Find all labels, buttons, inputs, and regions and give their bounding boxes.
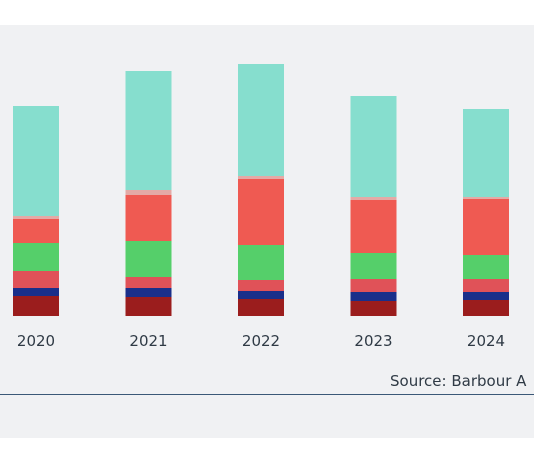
bar-segment-2023-6 xyxy=(350,96,397,197)
bar-segment-2021-4 xyxy=(125,195,172,241)
bar-segment-2021-1 xyxy=(125,288,172,297)
x-tick-label: 2024 xyxy=(467,332,505,350)
bar-segment-2023-3 xyxy=(350,253,397,279)
x-tick-label: 2020 xyxy=(17,332,55,350)
bar-segment-2020-4 xyxy=(13,219,59,243)
bar-segment-2022-3 xyxy=(238,245,284,280)
bar-segment-2020-5 xyxy=(13,216,59,219)
x-tick-label: 2023 xyxy=(354,332,392,350)
bar-segment-2020-1 xyxy=(13,288,59,296)
bar-segment-2024-0 xyxy=(463,300,509,316)
bar-segment-2024-1 xyxy=(463,292,509,300)
bar-segment-2023-0 xyxy=(350,301,397,316)
bar-segment-2022-6 xyxy=(238,64,284,176)
bar-segment-2022-1 xyxy=(238,291,284,299)
bar-segment-2020-3 xyxy=(13,243,59,271)
bar-segment-2021-6 xyxy=(125,71,172,190)
bar-segment-2023-5 xyxy=(350,197,397,200)
bar-segment-2022-5 xyxy=(238,176,284,179)
bar-segment-2022-4 xyxy=(238,179,284,245)
source-divider xyxy=(0,394,534,395)
x-tick-label: 2022 xyxy=(242,332,280,350)
bar-segment-2024-5 xyxy=(463,197,509,199)
bar-segment-2022-2 xyxy=(238,280,284,291)
bar-segment-2020-6 xyxy=(13,106,59,216)
bar-segment-2021-3 xyxy=(125,241,172,277)
bar-segment-2024-2 xyxy=(463,279,509,292)
bar-segment-2023-2 xyxy=(350,279,397,292)
x-axis-ticks: 2020 2021 2022 2023 2024 xyxy=(17,332,505,350)
bar-segment-2022-0 xyxy=(238,299,284,316)
bar-segment-2021-2 xyxy=(125,277,172,288)
bar-segment-2021-0 xyxy=(125,297,172,316)
bar-segment-2023-1 xyxy=(350,292,397,301)
x-tick-label: 2021 xyxy=(129,332,167,350)
source-note: Source: Barbour A xyxy=(390,372,527,390)
bar-segment-2020-0 xyxy=(13,296,59,316)
bar-segment-2020-2 xyxy=(13,271,59,288)
bar-segment-2021-5 xyxy=(125,190,172,195)
bar-segment-2024-6 xyxy=(463,109,509,197)
bar-segment-2024-4 xyxy=(463,199,509,255)
bars-group xyxy=(13,64,509,316)
bar-segment-2023-4 xyxy=(350,200,397,253)
bar-segment-2024-3 xyxy=(463,255,509,279)
